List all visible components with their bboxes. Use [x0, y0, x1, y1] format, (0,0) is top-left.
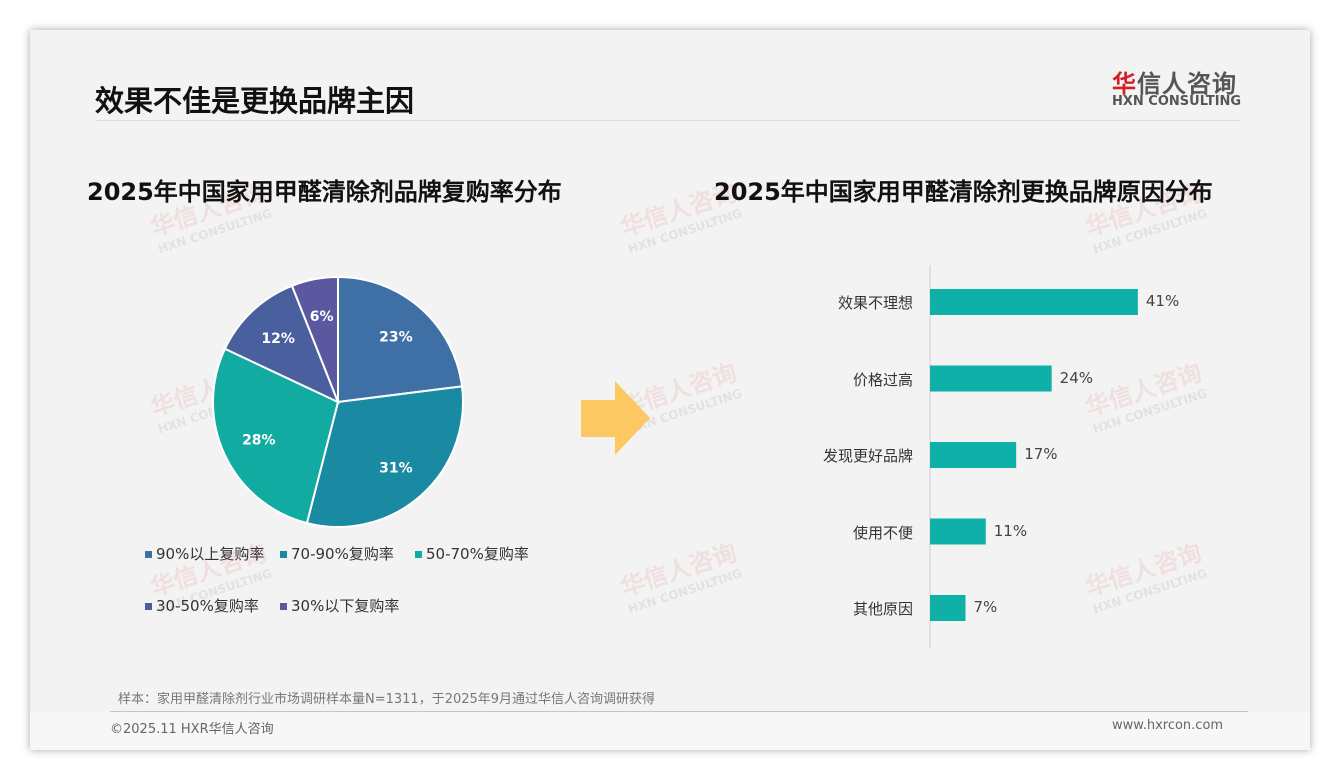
sample-note: 样本：家用甲醛清除剂行业市场调研样本量N=1311，于2025年9月通过华信人咨… — [118, 692, 656, 707]
pie-data-label: 6% — [310, 309, 334, 325]
footer-band — [30, 712, 1310, 750]
copyright: ©2025.11 HXR华信人咨询 — [110, 722, 274, 737]
legend-item: 50-70%复购率 — [415, 543, 529, 564]
bar-data-label: 41% — [1145, 292, 1180, 310]
legend-swatch — [145, 551, 152, 558]
legend-label: 30-50%复购率 — [156, 597, 259, 615]
pie-data-label: 31% — [379, 461, 413, 477]
website-link[interactable]: www.hxrcon.com — [1112, 718, 1224, 733]
page-title: 效果不佳是更换品牌主因 — [95, 84, 415, 118]
title-divider — [95, 120, 1240, 121]
bar — [930, 365, 1052, 392]
bar-data-label: 17% — [1024, 445, 1058, 463]
charts-canvas: 23% 31% 28% 12% 6% — [212, 265, 1138, 648]
legend-label: 50-70%复购率 — [426, 545, 529, 563]
bar-category-label: 使用不便 — [852, 523, 913, 542]
logo: 华信人咨询 — [1112, 70, 1237, 98]
slide: 华信人咨询 HXN CONSULTING 华信人咨询 HXN CONSULTING 华信… — [30, 30, 1310, 750]
pie-slice — [212, 347, 340, 525]
logo-subtitle: HXN CONSULTING — [1112, 94, 1242, 109]
bar — [930, 442, 1017, 468]
bar-category-label: 效果不理想 — [837, 294, 913, 312]
legend-item: 90%以上复购率 — [145, 543, 264, 564]
bar-data-label: 24% — [1059, 368, 1094, 387]
legend-item: 30%以下复购率 — [280, 595, 399, 616]
legend-label: 70-90%复购率 — [291, 545, 394, 563]
legend-item: 30-50%复购率 — [145, 595, 259, 616]
pie-data-label: 12% — [261, 331, 295, 347]
footer-divider — [110, 711, 1248, 712]
pie-chart-title: 2025年中国家用甲醛清除剂品牌复购率分布 — [87, 178, 562, 206]
bar-category-label: 其他原因 — [852, 600, 913, 618]
legend-swatch — [415, 551, 422, 558]
legend-swatch — [280, 603, 287, 610]
bar-category-label: 发现更好品牌 — [822, 447, 913, 465]
bar — [930, 518, 986, 545]
bar-data-label: 11% — [993, 521, 1028, 540]
pie-slice — [305, 385, 464, 528]
pie-data-label: 23% — [379, 329, 413, 345]
pie-slice — [290, 275, 339, 403]
pie-data-label: 28% — [242, 432, 276, 448]
legend-label: 90%以上复购率 — [156, 545, 265, 563]
legend-item: 70-90%复购率 — [280, 543, 394, 564]
pie-slice — [223, 284, 340, 404]
bar — [930, 289, 1138, 315]
arrow-right-icon — [581, 381, 650, 455]
legend-label: 30%以下复购率 — [291, 597, 400, 615]
pie-slice — [337, 275, 464, 404]
bar — [930, 595, 966, 621]
bar-chart-title: 2025年中国家用甲醛清除剂更换品牌原因分布 — [714, 178, 1213, 206]
legend-swatch — [145, 603, 152, 610]
bar-category-label: 价格过高 — [852, 370, 913, 389]
bar-data-label: 7% — [973, 598, 998, 616]
legend-swatch — [280, 551, 287, 558]
